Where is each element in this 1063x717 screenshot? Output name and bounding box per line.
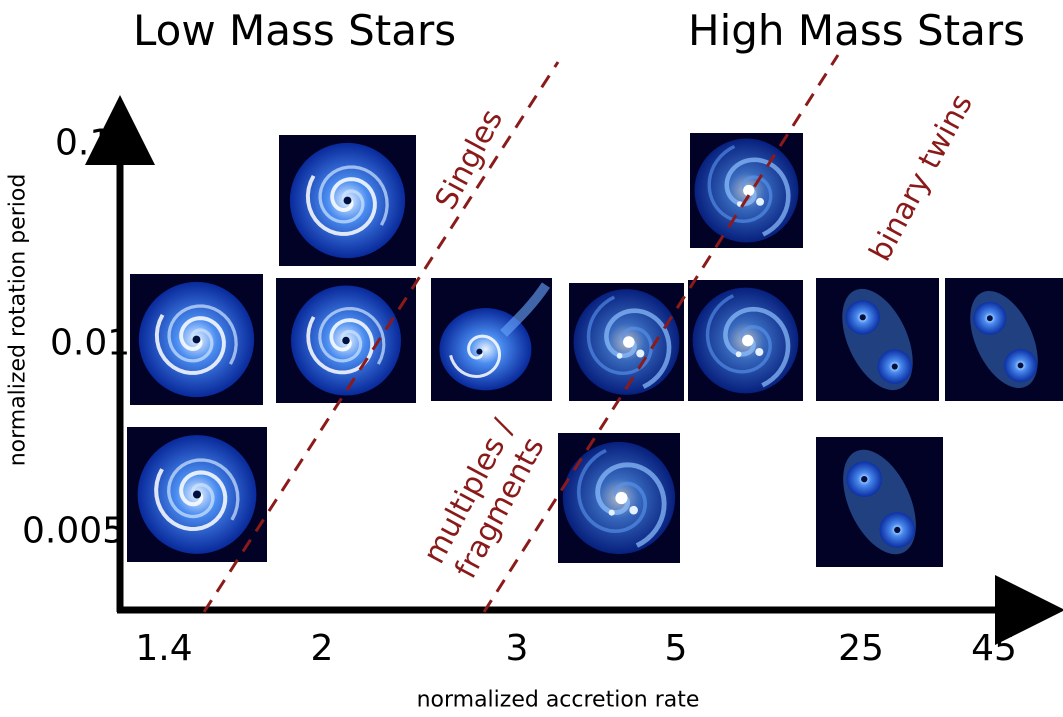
x-tick-1.4: 1.4 [135,628,193,669]
panel-acc-25-rot-0.01 [816,278,939,401]
filament [500,282,550,337]
binary-star [986,315,993,322]
panel-acc-5-rot-0.01 [688,280,803,401]
low-mass-heading: Low Mass Stars [133,6,457,55]
central-star [192,335,201,344]
panel-acc-1.4-rot-0.01 [130,274,263,405]
fragment [623,336,635,348]
central-star [343,196,352,205]
x-tick-25: 25 [838,628,884,669]
high-mass-heading: High Mass Stars [688,6,1025,55]
x-axis-title: normalized accretion rate [416,687,700,713]
fragment [742,334,754,347]
fragment [756,197,765,206]
y-axis-title: normalized rotation period [5,173,31,467]
binary-envelope [970,290,1038,389]
binary-envelope [843,449,916,555]
central-star [192,490,202,499]
panel-acc-2-rot-0.1 [279,135,416,266]
binary-star [891,363,898,370]
fragment [636,349,645,358]
fragment [616,352,623,359]
fragment [615,491,628,505]
y-tick-0.005: 0.005 [22,510,126,552]
fragment [735,351,742,358]
fragment [736,201,743,207]
panel-acc-5-rot-0.1 [690,133,803,248]
binary-star [859,314,866,321]
fragment [629,505,638,515]
binary-star [861,475,868,483]
central-star [342,336,350,345]
panel-acc-25-rot-0.005 [816,437,943,567]
binary-envelope [842,288,913,391]
y-tick-0.1: 0.1 [55,122,113,164]
panel-acc-3.5-rot-0.01 [569,283,684,401]
panel-acc-2-rot-0.01 [276,278,416,403]
fragment [755,347,764,357]
panel-acc-4-rot-0.005 [558,433,680,563]
fragment [743,184,755,197]
panel-acc-3-rot-0.01 [431,278,552,401]
y-tick-0.01: 0.01 [50,322,131,364]
binary-star [894,526,901,534]
panel-acc-45-rot-0.01 [945,278,1063,401]
binary-star [1017,362,1024,369]
panel-acc-1.4-rot-0.005 [127,427,267,562]
fragment [608,509,615,516]
x-tick-2: 2 [310,628,334,669]
x-tick-3: 3 [505,628,529,669]
x-tick-45: 45 [971,628,1017,669]
x-tick-5: 5 [664,628,688,669]
central-star [476,348,483,355]
